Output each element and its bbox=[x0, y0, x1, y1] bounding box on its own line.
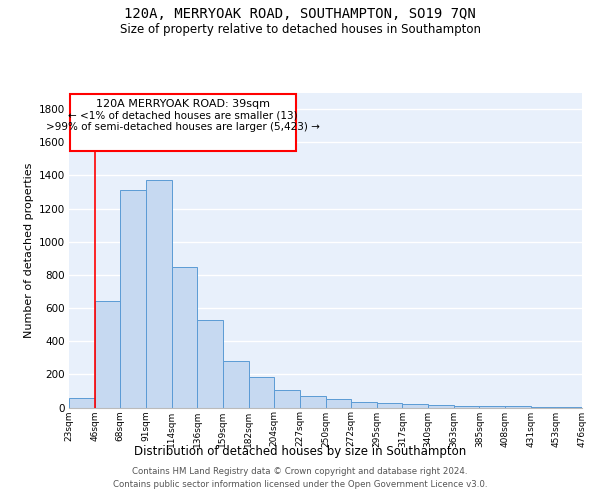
Bar bbox=[248, 377, 274, 408]
Bar bbox=[121, 190, 146, 408]
Text: Size of property relative to detached houses in Southampton: Size of property relative to detached ho… bbox=[119, 22, 481, 36]
Bar bbox=[479, 406, 505, 407]
Bar bbox=[454, 406, 479, 407]
Bar bbox=[146, 180, 172, 408]
Bar bbox=[223, 361, 248, 408]
Text: 120A MERRYOAK ROAD: 39sqm: 120A MERRYOAK ROAD: 39sqm bbox=[96, 99, 270, 109]
Bar bbox=[428, 405, 454, 407]
Text: ← <1% of detached houses are smaller (13): ← <1% of detached houses are smaller (13… bbox=[68, 111, 298, 121]
Text: Contains HM Land Registry data © Crown copyright and database right 2024.: Contains HM Land Registry data © Crown c… bbox=[132, 467, 468, 476]
Bar bbox=[300, 396, 325, 407]
Text: >99% of semi-detached houses are larger (5,423) →: >99% of semi-detached houses are larger … bbox=[46, 122, 320, 132]
Bar bbox=[351, 402, 377, 407]
Bar bbox=[531, 406, 556, 408]
Bar bbox=[377, 404, 403, 407]
Bar bbox=[274, 390, 300, 407]
Bar bbox=[403, 404, 428, 407]
Bar bbox=[505, 406, 531, 407]
Bar bbox=[197, 320, 223, 408]
Text: 120A, MERRYOAK ROAD, SOUTHAMPTON, SO19 7QN: 120A, MERRYOAK ROAD, SOUTHAMPTON, SO19 7… bbox=[124, 8, 476, 22]
Bar bbox=[172, 266, 197, 408]
Bar bbox=[95, 302, 121, 408]
Bar bbox=[69, 398, 95, 407]
Text: Distribution of detached houses by size in Southampton: Distribution of detached houses by size … bbox=[134, 445, 466, 458]
Y-axis label: Number of detached properties: Number of detached properties bbox=[25, 162, 34, 338]
Bar bbox=[325, 399, 351, 407]
Text: Contains public sector information licensed under the Open Government Licence v3: Contains public sector information licen… bbox=[113, 480, 487, 489]
